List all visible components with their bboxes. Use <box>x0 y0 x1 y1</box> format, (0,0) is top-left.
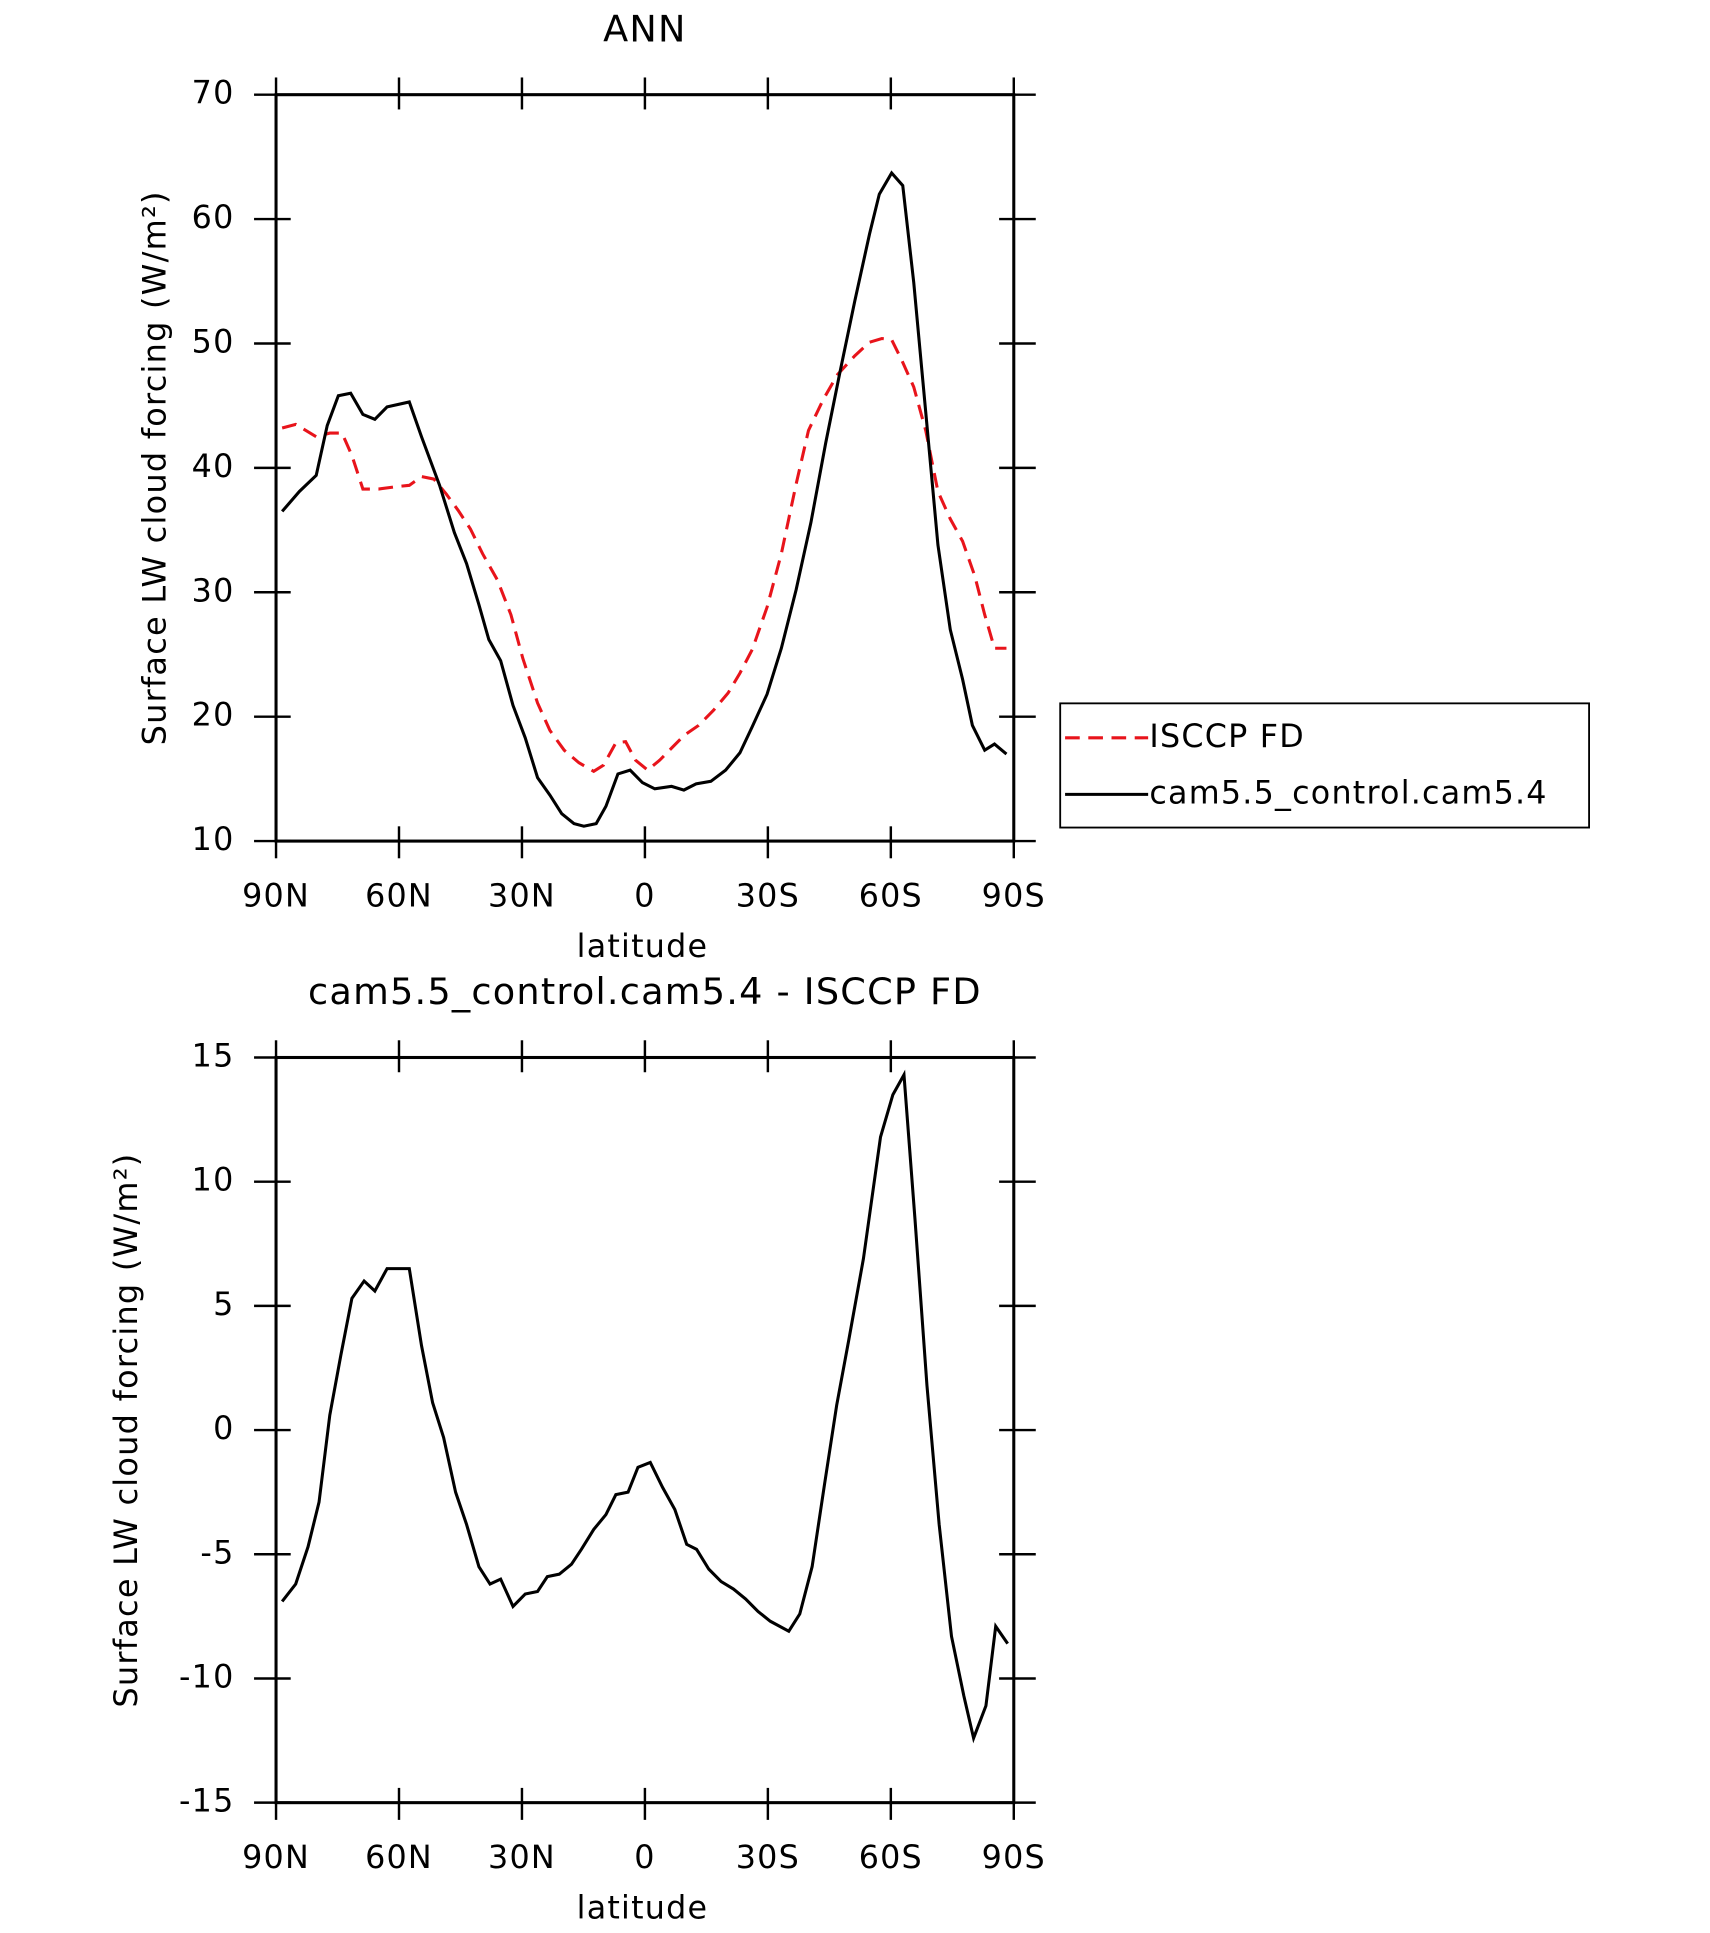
x-tick-label: 30N <box>488 1838 556 1876</box>
y-tick-label: -5 <box>200 1533 234 1571</box>
y-tick-label: 20 <box>192 696 235 734</box>
y-tick-label: 15 <box>192 1036 235 1074</box>
y-tick-label: 5 <box>213 1285 234 1323</box>
chart-title: ANN <box>603 7 687 50</box>
plot-frame <box>274 1055 1016 1805</box>
y-axis-label: Surface LW cloud forcing (W/m²) <box>107 1153 145 1708</box>
x-tick-label: 60N <box>365 877 433 915</box>
y-tick-label: -15 <box>179 1782 235 1820</box>
data-line <box>281 336 1007 774</box>
legend-box <box>1059 702 1590 829</box>
x-axis-label: latitude <box>577 1889 709 1927</box>
plot-frame <box>274 93 1016 843</box>
x-tick-label: 90S <box>982 877 1046 915</box>
y-axis-label: Surface LW cloud forcing (W/m²) <box>135 190 173 745</box>
chart-title: cam5.5_control.cam5.4 - ISCCP FD <box>308 970 982 1013</box>
y-tick-label: 0 <box>213 1409 234 1447</box>
x-tick-label: 0 <box>634 1838 655 1876</box>
x-tick-label: 90N <box>242 877 310 915</box>
y-tick-label: 30 <box>192 571 235 609</box>
y-tick-label: 70 <box>192 74 235 112</box>
x-tick-label: 90S <box>982 1838 1046 1876</box>
y-tick-label: 10 <box>192 1161 235 1199</box>
y-tick-label: 40 <box>192 447 235 485</box>
y-tick-label: -10 <box>179 1657 235 1695</box>
data-line <box>280 1069 1009 1744</box>
legend-label: cam5.5_control.cam5.4 <box>1149 773 1547 811</box>
x-tick-label: 90N <box>242 1838 310 1876</box>
x-tick-label: 0 <box>634 877 655 915</box>
y-tick-label: 60 <box>192 198 235 236</box>
x-tick-label: 30S <box>736 877 800 915</box>
y-tick-label: 10 <box>192 820 235 858</box>
x-tick-label: 60S <box>859 1838 923 1876</box>
x-tick-label: 60N <box>365 1838 433 1876</box>
y-tick-label: 50 <box>192 322 235 360</box>
x-tick-label: 30S <box>736 1838 800 1876</box>
data-line <box>280 170 1008 828</box>
legend-label: ISCCP FD <box>1149 717 1305 755</box>
x-tick-label: 30N <box>488 877 556 915</box>
x-axis-label: latitude <box>577 927 709 965</box>
x-tick-label: 60S <box>859 877 923 915</box>
